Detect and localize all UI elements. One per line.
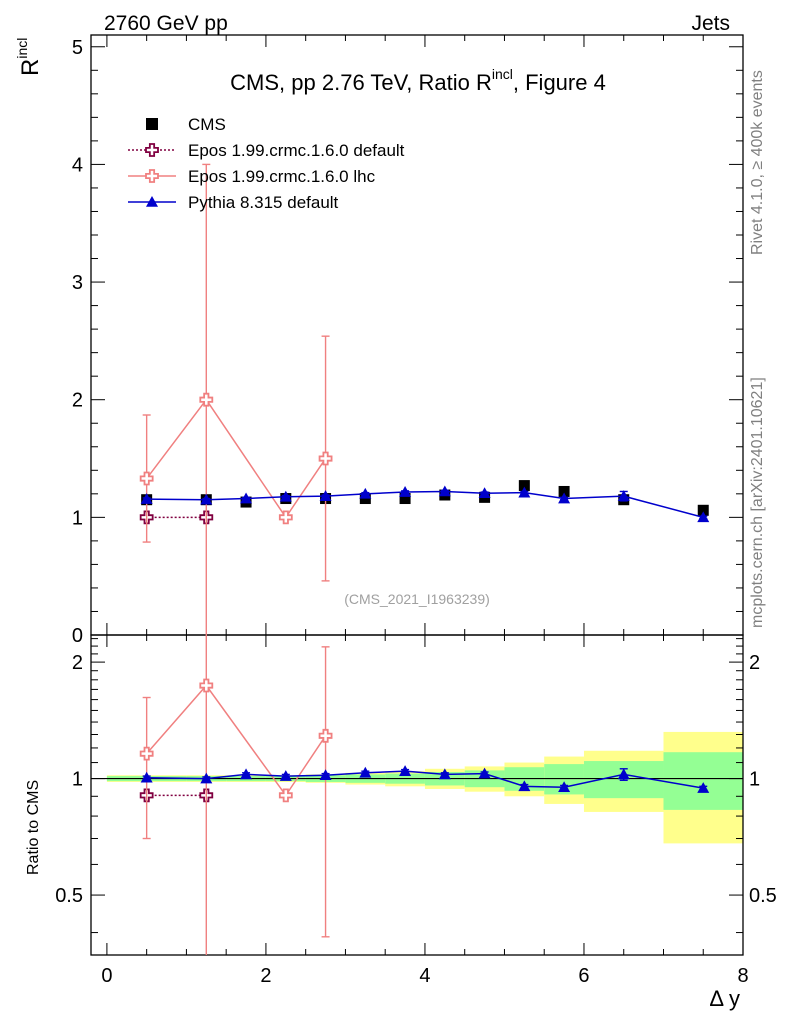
series-line [146,398,327,519]
cross-marker [145,169,159,183]
series-layer [139,163,710,955]
series-epos-default-ratio [139,788,214,803]
series-epos-lhc-ratio [139,635,333,955]
y-tick-label: 3 [72,272,83,294]
triangle-marker [478,767,491,779]
series-pythia-default-main [140,485,710,523]
band-inner-bin [663,752,743,810]
triangle-marker [558,492,571,504]
triangle-marker [558,781,571,793]
cross-marker [278,788,293,803]
uncertainty-bands [91,731,743,844]
triangle-marker [438,485,451,497]
x-axis-label: Δ y [709,986,740,1011]
triangle-marker [438,768,451,780]
triangle-marker [697,511,710,523]
y-tick-label: 4 [72,154,83,176]
ratio-tick-label-left: 1 [72,769,83,791]
legend-label: Epos 1.99.crmc.1.6.0 default [188,141,405,160]
svg-text:Rincl: Rincl [14,38,44,76]
cross-marker [199,392,214,407]
triangle-marker [359,487,372,499]
cms-data-point [518,480,530,492]
ratio-tick-label-right: 2 [749,652,760,674]
chart-title-end: , Figure 4 [513,70,606,95]
triangle-marker [399,765,412,776]
triangle-marker [518,780,531,792]
triangle-marker [200,493,213,505]
cross-marker [278,510,293,525]
cross-marker [318,451,333,466]
chart-title-main: CMS, pp 2.76 TeV, Ratio R [230,70,492,95]
cross-marker [139,746,154,761]
series-epos-lhc-main [139,163,333,635]
cross-marker [139,471,154,486]
x-tick-label: 4 [419,965,430,987]
y-tick-label: 1 [72,507,83,529]
ratio-tick-label-right: 0.5 [749,885,777,907]
chart-title: CMS, pp 2.76 TeV, Ratio Rincl, Figure 4 [230,66,606,95]
triangle-marker [146,196,158,207]
y-tick-label: 0 [72,625,83,647]
legend-marker [146,118,158,130]
triangle-marker [359,766,372,778]
triangle-marker [617,768,630,780]
ratio-tick-label-left: 2 [72,652,83,674]
y-tick-label: 2 [72,390,83,412]
triangle-marker [279,770,292,781]
cross-marker [145,143,159,157]
cms-data-point [558,485,570,497]
legend-item: CMS [146,115,226,134]
triangle-marker [279,490,292,502]
triangle-marker [617,490,630,501]
y-axis-label: Rincl [14,38,44,76]
header-energy: 2760 GeV pp [104,12,228,35]
series-pythia-default-ratio [140,765,710,793]
legend-label: CMS [188,115,226,134]
triangle-marker [140,771,153,783]
triangle-marker [399,486,412,497]
series-line [146,684,327,797]
triangle-marker [200,772,213,784]
triangle-marker [478,487,491,499]
triangle-marker [319,769,332,781]
ratio-axis-label: Ratio to CMS [25,780,42,875]
ratio-tick-label-right: 1 [749,769,760,791]
analysis-watermark: (CMS_2021_I1963239) [344,591,490,607]
legend-item: Epos 1.99.crmc.1.6.0 default [128,141,405,160]
cross-marker [199,678,214,693]
cross-marker [318,728,333,743]
axes: 0 2 4 6 8 0 1 2 3 4 5 0.5 0.5 1 1 2 2 [55,34,777,987]
triangle-marker [240,768,253,780]
y-axis-label-sup: incl [14,38,30,59]
series-epos-default-main [139,510,214,525]
ratio-frame [90,634,744,956]
x-tick-label: 8 [737,965,748,987]
triangle-marker [240,492,253,504]
cms-data-point [697,504,709,516]
triangle-marker [140,493,153,504]
legend-label: Epos 1.99.crmc.1.6.0 lhc [188,167,376,186]
legend-item: Epos 1.99.crmc.1.6.0 lhc [128,167,376,186]
mcplots-label: mcplots.cern.ch [arXiv:2401.10621] [749,377,766,628]
x-tick-label: 2 [260,965,271,987]
y-axis-label-main: R [17,59,44,76]
triangle-marker [697,782,710,793]
x-tick-label: 0 [101,965,112,987]
ratio-tick-label-left: 0.5 [55,885,83,907]
triangle-marker [319,490,332,501]
triangle-marker [518,486,531,498]
header-process: Jets [691,12,730,35]
rivet-label: Rivet 4.1.0, ≥ 400k events [749,70,766,255]
x-tick-label: 6 [578,965,589,987]
legend-label: Pythia 8.315 default [188,193,339,212]
y-tick-label: 5 [72,37,83,59]
chart-title-sup: incl [492,66,513,82]
legend: CMS Epos 1.99.crmc.1.6.0 default Epos 1.99… [128,115,405,212]
cms-data-point [399,493,411,505]
legend-item: Pythia 8.315 default [128,193,339,212]
